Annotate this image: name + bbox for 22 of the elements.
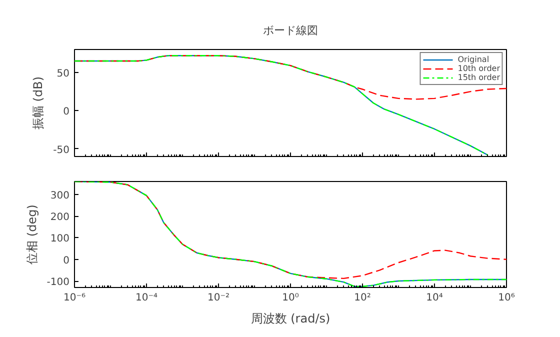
legend-label: 15th order	[458, 73, 500, 82]
x-tick-label: 10⁴	[426, 292, 443, 304]
y-tick-label: -100	[46, 277, 70, 288]
y-tick-label: -50	[53, 144, 70, 156]
x-tick-label: 10⁻⁴	[135, 292, 158, 304]
y-axis-title: 位相 (deg)	[24, 204, 39, 264]
y-tick-label: 300	[50, 190, 70, 202]
x-tick-label: 10⁰	[282, 292, 299, 304]
y-axis-title: 振幅 (dB)	[31, 76, 46, 130]
legend-label: 10th order	[458, 64, 500, 73]
chart-title: ボード線図	[263, 24, 318, 37]
legend-label: Original	[458, 55, 490, 64]
y-tick-label: 0	[63, 106, 70, 118]
x-tick-label: 10⁻⁶	[63, 292, 86, 304]
x-tick-label: 10⁻²	[207, 292, 230, 304]
x-axis-title: 周波数 (rad/s)	[250, 312, 330, 326]
x-tick-label: 10²	[354, 292, 371, 304]
y-tick-label: 200	[50, 212, 70, 224]
y-tick-label: 50	[56, 68, 70, 80]
y-tick-label: 100	[50, 234, 70, 245]
x-tick-label: 10⁶	[498, 292, 515, 304]
y-tick-label: 0	[63, 255, 70, 266]
